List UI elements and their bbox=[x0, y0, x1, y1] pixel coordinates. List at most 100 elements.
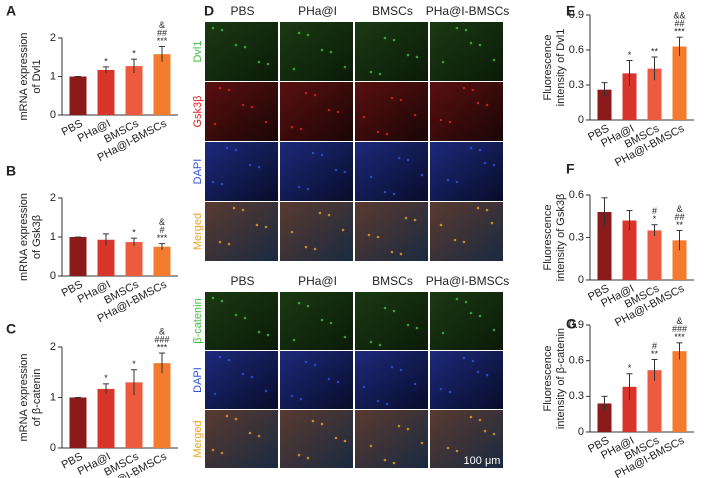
significance-mark: ** bbox=[651, 46, 659, 56]
cell-dot bbox=[441, 60, 445, 64]
cell-dot bbox=[485, 103, 489, 107]
cell-dot bbox=[404, 216, 408, 220]
cell-dot bbox=[446, 178, 450, 182]
cell-dot bbox=[478, 314, 482, 318]
micrograph bbox=[280, 142, 353, 201]
cell-dot bbox=[483, 429, 487, 433]
y-axis-label: intensity of Dvl1 bbox=[555, 29, 567, 107]
cell-dot bbox=[297, 453, 301, 457]
y-tick-label: 0.9 bbox=[569, 319, 584, 331]
cell-dot bbox=[318, 211, 322, 215]
micrograph bbox=[205, 142, 278, 201]
cell-dot bbox=[478, 43, 482, 47]
y-tick-label: 0 bbox=[50, 442, 56, 454]
cell-dot bbox=[376, 130, 380, 134]
cell-dot bbox=[218, 240, 222, 244]
bar bbox=[622, 386, 637, 432]
micrograph bbox=[280, 82, 353, 141]
y-axis-label: intensity of β-catenin bbox=[555, 328, 567, 429]
cell-dot bbox=[218, 355, 222, 359]
cell-dot bbox=[390, 365, 394, 369]
cell-dot bbox=[392, 192, 396, 196]
cell-dot bbox=[383, 458, 387, 462]
cell-dot bbox=[362, 115, 366, 119]
panel-letter: G bbox=[566, 316, 577, 332]
y-tick-label: 0 bbox=[578, 426, 584, 438]
cell-dot bbox=[306, 304, 310, 308]
cell-dot bbox=[257, 330, 261, 334]
cell-dot bbox=[264, 120, 268, 124]
micrograph bbox=[430, 351, 503, 409]
y-axis-label: Fluorescence bbox=[542, 345, 554, 411]
cell-dot bbox=[329, 50, 333, 54]
cell-dot bbox=[464, 28, 468, 32]
bar bbox=[597, 212, 612, 280]
significance-mark: *** bbox=[674, 27, 685, 37]
y-tick-label: 0.3 bbox=[569, 390, 584, 402]
row-label: Merged bbox=[192, 213, 204, 250]
micrograph bbox=[430, 202, 503, 261]
cell-dot bbox=[241, 372, 245, 376]
column-label: PHa@I-BMSCs bbox=[426, 4, 510, 18]
micrograph bbox=[280, 410, 353, 468]
y-tick-label: 1 bbox=[50, 231, 56, 243]
cell-dot bbox=[292, 67, 296, 71]
cell-dot bbox=[234, 417, 238, 421]
significance-mark: & bbox=[676, 316, 682, 326]
micrograph bbox=[205, 292, 278, 350]
y-tick-label: 1 bbox=[50, 391, 56, 403]
y-axis-label: intensity of Gsk3β bbox=[555, 194, 567, 282]
cell-dot bbox=[320, 318, 324, 322]
micrograph bbox=[355, 292, 428, 350]
cell-dot bbox=[485, 373, 489, 377]
cell-dot bbox=[420, 173, 424, 177]
micrograph bbox=[430, 22, 503, 81]
bar bbox=[647, 230, 662, 280]
bar bbox=[69, 397, 87, 448]
cell-dot bbox=[464, 300, 468, 304]
bar bbox=[69, 237, 87, 276]
cell-dot bbox=[406, 158, 410, 162]
cell-dot bbox=[297, 31, 301, 35]
cell-dot bbox=[266, 62, 270, 66]
cell-dot bbox=[383, 190, 387, 194]
bar bbox=[597, 403, 612, 432]
cell-dot bbox=[299, 397, 303, 401]
panel-letter: C bbox=[6, 321, 16, 337]
cell-dot bbox=[250, 375, 254, 379]
cell-dot bbox=[399, 98, 403, 102]
bar bbox=[672, 46, 687, 120]
cell-dot bbox=[390, 96, 394, 100]
micrograph bbox=[430, 292, 503, 350]
significance-mark: ** bbox=[676, 220, 684, 230]
micrograph bbox=[280, 292, 353, 350]
micrograph bbox=[205, 410, 278, 468]
y-tick-label: 0.6 bbox=[569, 44, 584, 56]
cell-dot bbox=[406, 53, 410, 57]
y-tick-label: 0 bbox=[50, 109, 56, 121]
significance-mark: * bbox=[104, 373, 108, 383]
significance-mark: * bbox=[653, 214, 657, 224]
cell-dot bbox=[320, 422, 324, 426]
cell-dot bbox=[329, 321, 333, 325]
cell-dot bbox=[397, 156, 401, 160]
panel-letter: D bbox=[204, 3, 214, 19]
cell-dot bbox=[264, 225, 268, 229]
significance-mark: # bbox=[159, 225, 164, 235]
y-tick-label: 0.9 bbox=[569, 9, 584, 21]
cell-dot bbox=[399, 252, 403, 256]
cell-dot bbox=[248, 163, 252, 167]
cell-dot bbox=[220, 451, 224, 455]
bar bbox=[647, 370, 662, 432]
bar bbox=[153, 54, 171, 115]
cell-dot bbox=[255, 223, 259, 227]
row-label: Dvl1 bbox=[192, 40, 204, 62]
significance-mark: *** bbox=[157, 233, 168, 243]
cell-dot bbox=[304, 360, 308, 364]
cell-dot bbox=[297, 301, 301, 305]
cell-dot bbox=[320, 153, 324, 157]
y-tick-label: 0.6 bbox=[569, 355, 584, 367]
cell-dot bbox=[462, 240, 466, 244]
cell-dot bbox=[241, 103, 245, 107]
bar bbox=[622, 220, 637, 280]
